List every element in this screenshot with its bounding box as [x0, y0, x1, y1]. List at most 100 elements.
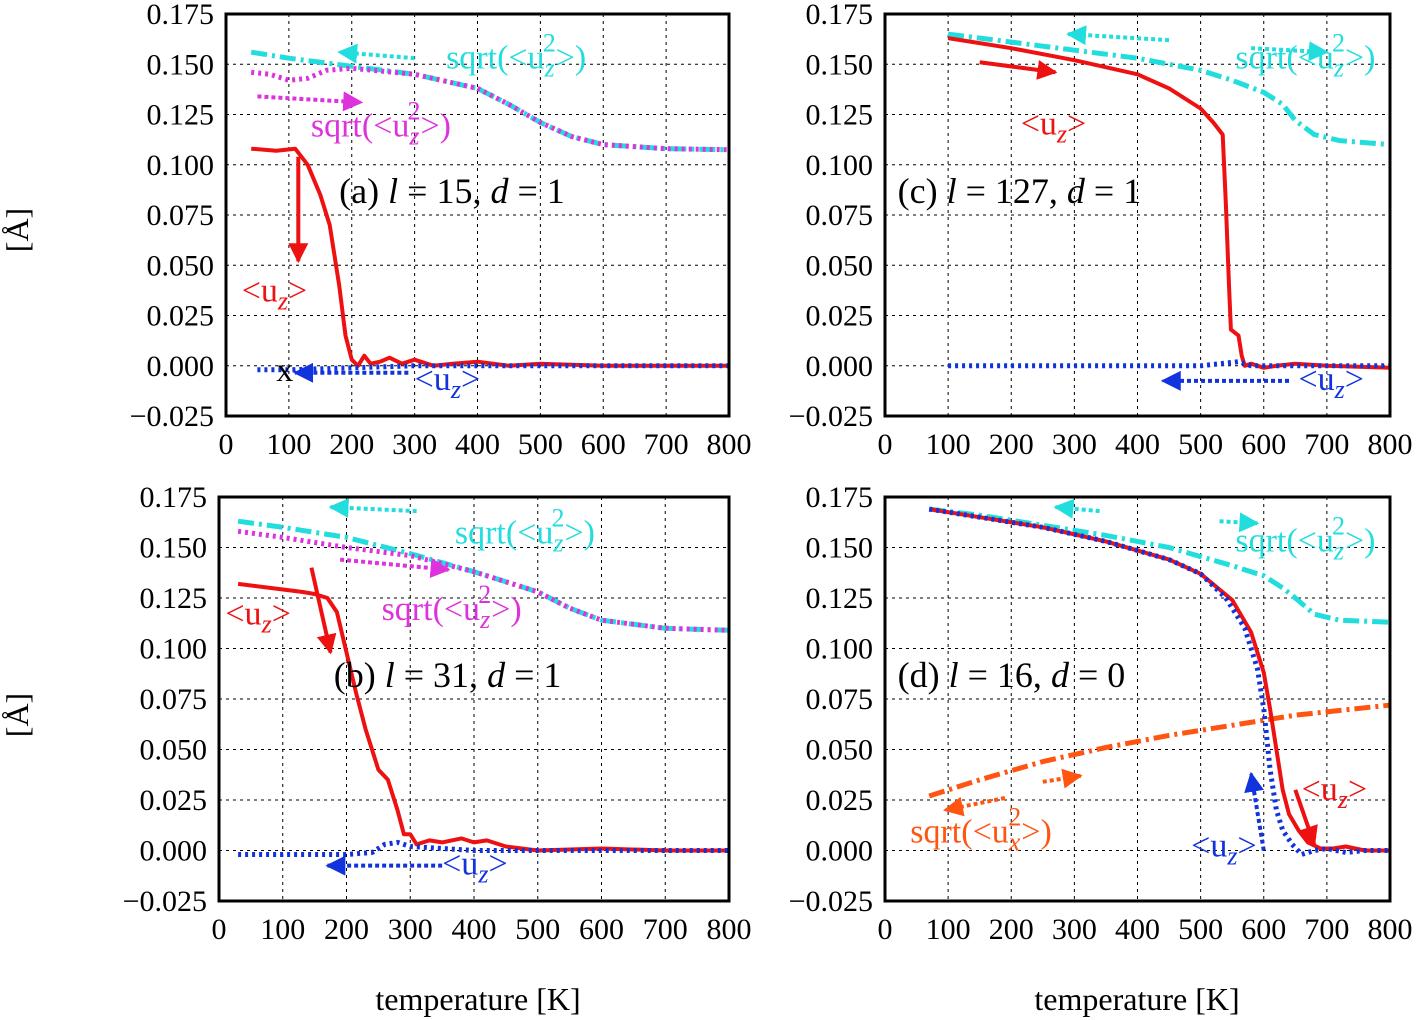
- series-line-cyan: [947, 31, 1391, 148]
- y-tick-label: 0.100: [140, 633, 208, 666]
- series-annotation: sqrt(<uz2>): [311, 97, 451, 151]
- plot-frame: [224, 12, 731, 418]
- y-tick-label: 0.100: [806, 633, 874, 666]
- x-tick-label: 0: [219, 428, 234, 461]
- y-tick-label: −0.025: [123, 885, 207, 918]
- x-tick-label: 300: [1052, 913, 1097, 946]
- panel-title: (c) l = 127, d = 1: [898, 171, 1142, 211]
- x-tick-label: 500: [1178, 913, 1223, 946]
- x-tick-label: 300: [388, 913, 433, 946]
- arrow-red: [979, 60, 1058, 80]
- x-tick-label: 800: [1368, 428, 1413, 461]
- arrow-cyan: [1219, 512, 1260, 533]
- y-tick-label: 0.025: [147, 300, 215, 333]
- arrow-cyan: [328, 497, 417, 518]
- arrow-cyan: [1251, 41, 1329, 62]
- y-tick-label: 0.150: [140, 532, 208, 565]
- y-tick-label: −0.025: [789, 400, 873, 433]
- plot-frame: [883, 495, 1392, 903]
- panel-c: 0 100 200 300 400 500 600 700 800 −0.025 0.000 0.02…: [789, 0, 1413, 461]
- x-tick-label: 400: [1115, 913, 1160, 946]
- series-annotation: <uz>: [225, 595, 291, 638]
- y-tick-label: −0.025: [789, 885, 873, 918]
- x-tick-label: 100: [266, 428, 311, 461]
- arrow-red: [1293, 789, 1318, 847]
- y-tick-label: −0.025: [130, 400, 214, 433]
- x-tick-label: 400: [452, 913, 497, 946]
- x-tick-label: 600: [581, 428, 626, 461]
- plot-frame: [883, 12, 1392, 418]
- y-tick-label: 0.175: [147, 0, 215, 31]
- y-tick-label: 0.150: [806, 48, 874, 81]
- series-line-red: [947, 36, 1391, 370]
- x-tick-label: 700: [644, 428, 689, 461]
- y-tick-label: 0.175: [806, 481, 874, 514]
- y-tick-label: 0.075: [806, 199, 874, 232]
- x-tick-label: 800: [707, 913, 752, 946]
- y-tick-label: 0.000: [147, 350, 215, 383]
- x-tick-label: 200: [989, 428, 1034, 461]
- series-annotation: <uz>: [1302, 771, 1368, 814]
- y-tick-label: 0.025: [140, 784, 208, 817]
- y-tick-label: 0.175: [806, 0, 874, 31]
- x-tick-label: 600: [579, 913, 624, 946]
- series-annotation: sqrt(<uz2>): [446, 28, 586, 82]
- arrow-magenta: [257, 91, 364, 112]
- x-tick-label: 200: [989, 913, 1034, 946]
- series-annotation: x: [276, 352, 293, 389]
- series-annotation: <uz>: [1191, 828, 1257, 871]
- series-annotation: <uz>: [1021, 106, 1087, 149]
- panel-b: 0 100 200 300 400 500 600 700 800 −0.025 0.000 0.02…: [123, 481, 752, 946]
- y-tick-label: 0.000: [806, 350, 874, 383]
- y-tick-label: 0.025: [806, 300, 874, 333]
- x-tick-label: 0: [878, 428, 893, 461]
- series-line-blue: [948, 359, 1390, 369]
- arrow-orange: [943, 796, 1006, 817]
- y-tick-label: 0.075: [147, 199, 215, 232]
- plot-frame: [217, 495, 731, 903]
- series-line-blue: [928, 506, 1390, 857]
- y-tick-label: 0.125: [806, 99, 874, 132]
- x-tick-label: 0: [212, 913, 227, 946]
- y-tick-label: 0.025: [806, 784, 874, 817]
- x-tick-label: 700: [1304, 913, 1349, 946]
- x-tick-label: 400: [1115, 428, 1160, 461]
- y-tick-label: 0.125: [140, 582, 208, 615]
- y-tick-label: 0.100: [147, 149, 215, 182]
- x-tick-label: 100: [926, 913, 971, 946]
- x-tick-label: 500: [518, 428, 563, 461]
- x-tick-label: 100: [260, 913, 305, 946]
- series-annotation: sqrt(<uz2>): [455, 504, 595, 558]
- panel-title: (b) l = 31, d = 1: [334, 655, 562, 695]
- y-tick-label: 0.075: [806, 683, 874, 716]
- x-tick-label: 800: [707, 428, 752, 461]
- x-tick-label: 700: [643, 913, 688, 946]
- x-tick-label: 500: [1178, 428, 1223, 461]
- series-annotation: sqrt(<ux2>): [910, 803, 1052, 857]
- x-tick-label: 500: [515, 913, 560, 946]
- series-line-red: [237, 581, 729, 853]
- y-tick-label: 0.075: [140, 683, 208, 716]
- series-annotation: <uz>: [1298, 361, 1364, 404]
- series-line-magenta: [250, 65, 730, 153]
- y-tick-label: 0.000: [806, 835, 874, 868]
- x-tick-label: 600: [1241, 428, 1286, 461]
- panel-d: 0 100 200 300 400 500 600 700 800 −0.025 0.000 0.02…: [789, 481, 1413, 946]
- y-axis-label-bottom: [Å]: [0, 693, 35, 737]
- arrow-orange: [1042, 768, 1083, 789]
- panel-title: (d) l = 16, d = 0: [898, 655, 1126, 695]
- series-annotation: <uz>: [442, 846, 508, 889]
- x-tick-label: 100: [926, 428, 971, 461]
- series-annotation: sqrt(<uz2>): [1235, 512, 1375, 566]
- y-tick-label: 0.000: [140, 835, 208, 868]
- arrow-red: [309, 567, 337, 655]
- series-line-blue: [238, 839, 729, 857]
- y-tick-label: 0.050: [806, 734, 874, 767]
- panels: 0 100 200 300 400 500 600 700 800 −0.025 0.000 0.02…: [123, 0, 1413, 946]
- x-axis-label-right: temperature [K]: [1034, 981, 1239, 1017]
- y-tick-label: 0.175: [140, 481, 208, 514]
- y-tick-label: 0.150: [806, 532, 874, 565]
- x-tick-label: 600: [1241, 913, 1286, 946]
- series-line-orange: [928, 702, 1391, 799]
